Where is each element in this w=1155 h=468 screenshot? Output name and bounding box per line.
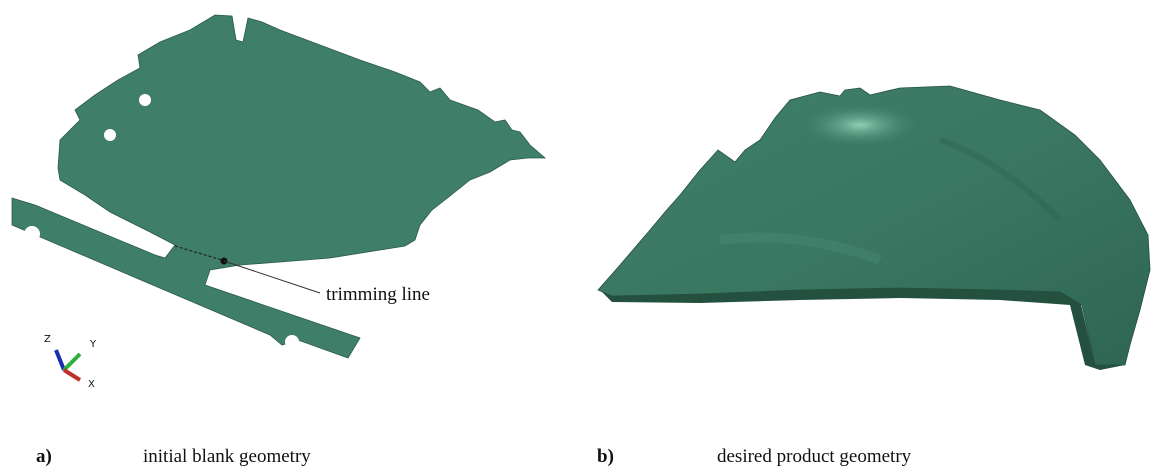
blank-geometry: trimming line [12, 15, 545, 358]
axis-label: Z [44, 334, 51, 345]
panel-tag: b) [597, 446, 614, 467]
axis-label: X [88, 379, 95, 390]
caption: initial blank geometry [143, 446, 311, 467]
axis-label: Y [89, 339, 97, 350]
caption: desired product geometry [717, 446, 912, 467]
panel-tag: a) [36, 446, 52, 467]
axis-triad: Z Y X [44, 334, 97, 390]
figure: trimming line Z Y X a) initial blank geo… [0, 0, 1155, 468]
leader-line [224, 261, 320, 293]
blank-sheet [12, 15, 545, 358]
product-edge [600, 288, 1125, 370]
product-geometry [598, 86, 1150, 370]
annotation: trimming line [326, 284, 430, 305]
